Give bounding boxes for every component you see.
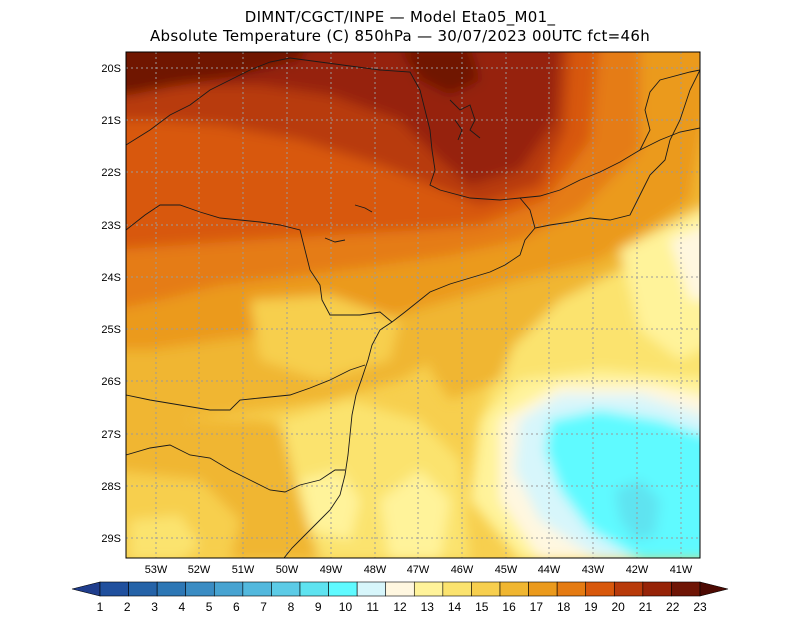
colorbar-label: 6 [233,600,240,614]
colorbar: 1 2 3 4 5 6 7 8 9 10 11 12 13 14 15 16 17 18 19 20 21 22 23 [72,582,728,614]
lat-label: 29S [101,533,121,545]
colorbar-label: 23 [693,600,707,614]
colorbar-label: 4 [178,600,185,614]
colorbar-label: 10 [339,600,353,614]
colorbar-swatch [271,582,300,596]
lon-label: 51W [232,564,255,576]
colorbar-swatch [643,582,672,596]
colorbar-label: 9 [315,600,322,614]
lat-label: 23S [101,220,121,232]
colorbar-label: 16 [502,600,516,614]
lat-label: 25S [101,324,121,336]
latitude-labels: 20S 21S 22S 23S 24S 25S 26S 27S 28S 29S [101,63,121,545]
colorbar-label: 11 [366,600,379,614]
colorbar-swatch [300,582,329,596]
colorbar-swatch [586,582,615,596]
colorbar-label: 8 [288,600,295,614]
lon-label: 41W [670,564,693,576]
colorbar-label: 3 [151,600,158,614]
colorbar-swatch [671,582,700,596]
colorbar-label: 7 [260,600,267,614]
lon-label: 42W [626,564,649,576]
lon-label: 52W [188,564,211,576]
lat-label: 27S [101,429,121,441]
colorbar-swatch [214,582,243,596]
lon-label: 53W [145,564,168,576]
colorbar-swatch [243,582,272,596]
colorbar-swatch [471,582,500,596]
colorbar-swatch [329,582,358,596]
colorbar-swatch [357,582,386,596]
longitude-labels: 53W 52W 51W 50W 49W 48W 47W 46W 45W 44W … [145,564,693,576]
colorbar-label: 1 [97,600,104,614]
lon-label: 50W [276,564,299,576]
colorbar-swatch [614,582,643,596]
colorbar-swatch [414,582,443,596]
colorbar-label: 13 [421,600,435,614]
lat-label: 21S [101,115,121,127]
lat-label: 28S [101,481,121,493]
colorbar-label: 2 [124,600,131,614]
lat-label: 26S [101,376,121,388]
lon-label: 48W [364,564,387,576]
lat-label: 20S [101,63,121,75]
colorbar-label: 12 [393,600,407,614]
colorbar-label: 21 [639,600,653,614]
colorbar-label: 22 [666,600,680,614]
colorbar-swatch [386,582,415,596]
colorbar-label: 19 [584,600,598,614]
colorbar-swatch [500,582,529,596]
lon-label: 45W [495,564,518,576]
lon-label: 44W [538,564,561,576]
colorbar-label: 5 [206,600,213,614]
colorbar-swatch [529,582,558,596]
colorbar-arrow-low [72,582,100,596]
colorbar-label: 14 [448,600,462,614]
lon-label: 46W [451,564,474,576]
colorbar-label: 17 [530,600,544,614]
colorbar-swatch [129,582,158,596]
colorbar-arrow-high [700,582,728,596]
colorbar-swatch [100,582,129,596]
colorbar-label: 18 [557,600,571,614]
colorbar-swatch [443,582,472,596]
colorbar-label: 20 [612,600,626,614]
lon-label: 49W [320,564,343,576]
lat-label: 24S [101,272,121,284]
colorbar-label: 15 [475,600,489,614]
colorbar-swatch [186,582,215,596]
temperature-field [110,40,720,560]
colorbar-swatch [557,582,586,596]
colorbar-swatch [157,582,186,596]
lat-label: 22S [101,167,121,179]
lon-label: 47W [407,564,430,576]
lon-label: 43W [582,564,605,576]
